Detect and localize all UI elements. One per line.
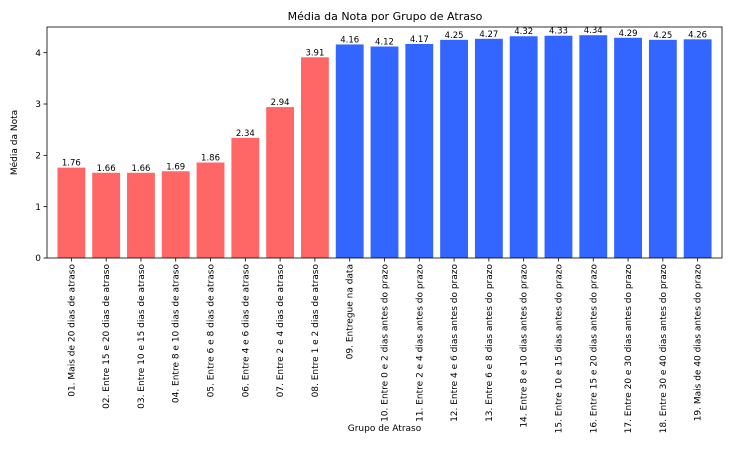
bar-19	[683, 39, 712, 258]
chart-title: Média da Nota por Grupo de Atraso	[288, 10, 483, 23]
bar-17	[614, 37, 642, 258]
x-tick-label-2: 02. Entre 15 e 20 dias de atraso	[102, 264, 112, 409]
value-label-3: 1.66	[131, 164, 150, 174]
x-tick-label-14: 14. Entre 8 e 10 dias antes do prazo	[520, 264, 530, 428]
value-label-5: 1.86	[201, 154, 220, 164]
value-label-13: 4.27	[479, 30, 498, 40]
y-tick-label-2: 2	[35, 152, 41, 162]
bar-12	[440, 39, 469, 258]
x-tick-label-6: 06. Entre 4 e 6 dias de atraso	[241, 264, 251, 398]
x-tick-label-9: 09. Entregue na data	[346, 264, 356, 359]
bar-9	[335, 44, 364, 259]
value-label-12: 4.25	[445, 31, 464, 41]
value-label-11: 4.17	[410, 35, 429, 45]
x-axis: 01. Mais de 20 dias de atraso 02. Entre 1…	[67, 258, 704, 434]
plot-frame	[46, 26, 723, 259]
value-label-9: 4.16	[340, 35, 359, 45]
x-tick-label-15: 15. Entre 10 e 15 dias antes do prazo	[554, 264, 564, 434]
value-label-6: 2.34	[236, 129, 255, 139]
x-tick-label-17: 17. Entre 20 e 30 dias antes do prazo	[624, 264, 634, 434]
value-label-4: 1.69	[166, 162, 185, 172]
x-tick-label-18: 18. Entre 30 e 40 dias antes do prazo	[659, 264, 669, 434]
bar-4	[161, 171, 190, 258]
bar-6	[231, 137, 260, 258]
x-tick-label-4: 04. Entre 8 e 10 dias de atraso	[172, 264, 182, 404]
x-tick-label-10: 10. Entre 0 e 2 dias antes do prazo	[381, 264, 391, 422]
x-tick-label-19: 19. Mais de 40 dias antes do prazo	[694, 264, 704, 422]
y-tick-label-3: 3	[35, 100, 41, 110]
value-label-16: 4.34	[584, 26, 603, 36]
bar-2	[92, 172, 121, 258]
x-tick-label-13: 13. Entre 6 e 8 dias antes do prazo	[485, 264, 495, 422]
bar-13	[474, 38, 503, 259]
x-tick-label-3: 03. Entre 10 e 15 dias de atraso	[137, 264, 147, 409]
bars-group	[57, 35, 712, 259]
x-tick-label-7: 07. Entre 2 e 4 dias de atraso	[276, 264, 286, 398]
value-label-7: 2.94	[271, 98, 290, 108]
bar-18	[648, 39, 677, 258]
value-labels-group: 1.76 1.66 1.66 1.69 1.86 2.34 2.94 3.91 4.16 4.12…	[62, 26, 707, 174]
value-label-1: 1.76	[62, 159, 81, 169]
x-tick-label-5: 05. Entre 6 e 8 dias de atraso	[207, 264, 217, 398]
y-tick-label-0: 0	[35, 254, 41, 264]
bar-16	[579, 35, 608, 259]
value-label-2: 1.66	[97, 164, 116, 174]
value-label-18: 4.25	[653, 31, 672, 41]
bar-5	[196, 162, 225, 258]
value-label-14: 4.32	[514, 27, 533, 37]
value-label-17: 4.29	[619, 29, 638, 39]
bar-15	[544, 35, 573, 259]
bar-8	[300, 57, 329, 258]
value-label-15: 4.33	[549, 27, 568, 37]
bar-7	[266, 107, 295, 258]
y-axis: 0 1 2 3 4	[35, 49, 47, 264]
value-label-10: 4.12	[375, 38, 394, 48]
bar-3	[127, 172, 155, 258]
y-tick-label-1: 1	[35, 203, 41, 213]
x-axis-label: Grupo de Atraso	[348, 424, 422, 434]
bar-1	[57, 167, 86, 258]
bar-10	[370, 46, 399, 259]
x-tick-label-1: 01. Mais de 20 dias de atraso	[67, 264, 77, 397]
y-tick-label-4: 4	[35, 49, 41, 59]
x-tick-label-12: 12. Entre 4 e 6 dias antes do prazo	[450, 264, 460, 422]
x-tick-label-11: 11. Entre 2 e 4 dias antes do prazo	[415, 264, 425, 422]
x-tick-label-8: 08. Entre 1 e 2 dias de atraso	[311, 264, 321, 398]
bar-14	[509, 36, 538, 258]
y-axis-label: Média da Nota	[9, 110, 20, 175]
x-tick-label-16: 16. Entre 15 e 20 dias antes do prazo	[589, 264, 599, 434]
value-label-8: 3.91	[305, 48, 324, 58]
bar-11	[405, 43, 434, 258]
value-label-19: 4.26	[688, 30, 707, 40]
